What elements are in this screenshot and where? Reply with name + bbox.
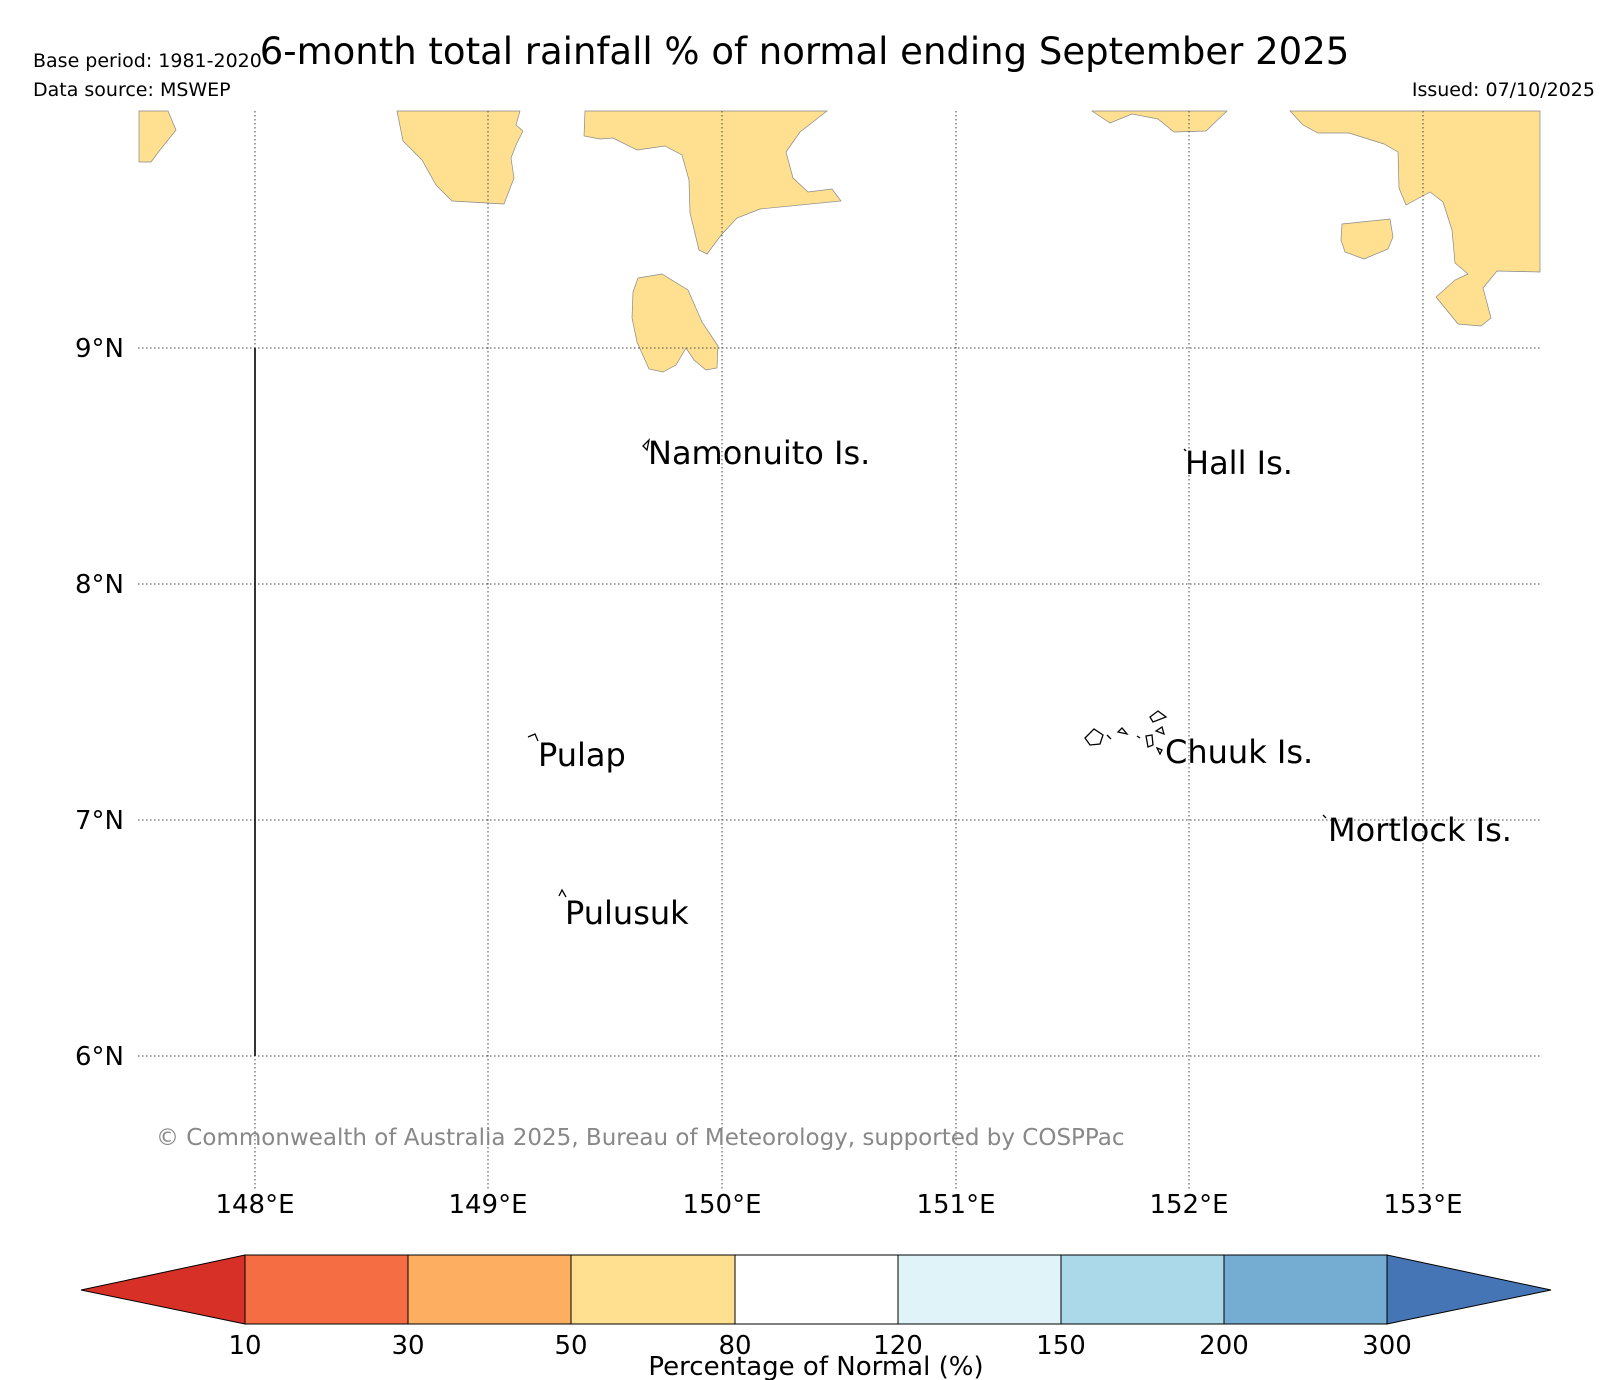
latitude-labels: 9°N 8°N 7°N 6°N — [75, 334, 124, 1072]
colorbar-tick-label: 30 — [391, 1331, 424, 1361]
lon-label: 150°E — [682, 1190, 761, 1220]
place-label-namonuito: Namonuito Is. — [648, 434, 870, 472]
colorbar-segment-30-50 — [407, 1254, 572, 1325]
place-label-pulusuk: Pulusuk — [565, 894, 689, 932]
copyright-text: © Commonwealth of Australia 2025, Bureau… — [156, 1125, 1125, 1151]
pulap-island-outline — [527, 733, 539, 742]
colorbar — [80, 1254, 1552, 1325]
lon-label: 153°E — [1383, 1190, 1462, 1220]
colorbar-segment-10-30 — [244, 1254, 409, 1325]
island-outlines — [527, 438, 1327, 898]
land-area — [1090, 110, 1228, 133]
land-area — [1340, 218, 1394, 260]
land-area — [138, 110, 177, 163]
chuuk-island-outline — [1136, 735, 1141, 739]
chuuk-island-outline — [1145, 734, 1154, 748]
place-label-hall: Hall Is. — [1185, 444, 1293, 482]
chuuk-island-outline — [1149, 710, 1168, 723]
land-area — [1289, 110, 1541, 327]
pulusuk-island-outline — [558, 888, 567, 898]
colorbar-tick-label: 10 — [228, 1331, 261, 1361]
chuuk-island-outline — [1154, 725, 1165, 736]
rainfall-shading — [138, 110, 1541, 373]
colorbar-segment-120-150 — [897, 1254, 1062, 1325]
chuuk-island-outline — [1155, 746, 1163, 756]
lon-label: 151°E — [916, 1190, 995, 1220]
lon-label: 149°E — [448, 1190, 527, 1220]
lon-label: 148°E — [215, 1190, 294, 1220]
issued-date-text: Issued: 07/10/2025 — [1411, 79, 1595, 101]
namonuito-island-outline — [642, 438, 651, 452]
colorbar-segment-150-200 — [1060, 1254, 1225, 1325]
chuuk-island-outline — [1116, 727, 1129, 736]
lat-label: 9°N — [75, 334, 124, 364]
lat-label: 6°N — [75, 1042, 124, 1072]
place-label-mortlock: Mortlock Is. — [1328, 811, 1512, 849]
place-labels: Namonuito Is. Hall Is. Pulap Chuuk Is. M… — [538, 434, 1512, 932]
colorbar-tick-label: 200 — [1199, 1331, 1249, 1361]
lon-label: 152°E — [1149, 1190, 1228, 1220]
place-label-pulap: Pulap — [538, 736, 626, 774]
colorbar-segment-lt10 — [80, 1254, 246, 1325]
lat-label: 7°N — [75, 806, 124, 836]
base-period-text: Base period: 1981-2020 — [33, 50, 262, 72]
colorbar-segment-50-80 — [570, 1254, 736, 1325]
colorbar-segment-gt300 — [1386, 1254, 1552, 1325]
colorbar-ticks: 10 30 50 80 120 150 200 300 — [228, 1331, 1411, 1361]
colorbar-segment-200-300 — [1223, 1254, 1388, 1325]
chuuk-island-outline — [1106, 734, 1112, 740]
land-area — [631, 273, 719, 373]
graticule — [138, 111, 1540, 1189]
longitude-labels: 148°E 149°E 150°E 151°E 152°E 153°E — [215, 1190, 1462, 1220]
mortlock-island-outline — [1322, 814, 1327, 819]
land-area — [583, 110, 842, 255]
colorbar-label: Percentage of Normal (%) — [648, 1352, 983, 1380]
chuuk-island-outline — [1084, 728, 1104, 746]
colorbar-tick-label: 150 — [1036, 1331, 1086, 1361]
colorbar-tick-label: 50 — [554, 1331, 587, 1361]
colorbar-segment-80-120 — [734, 1254, 899, 1325]
lat-label: 8°N — [75, 570, 124, 600]
map-title: 6-month total rainfall % of normal endin… — [259, 30, 1350, 73]
colorbar-tick-label: 120 — [873, 1331, 923, 1361]
place-label-chuuk: Chuuk Is. — [1165, 733, 1313, 771]
hall-island-outline — [1183, 448, 1187, 452]
colorbar-tick-label: 300 — [1362, 1331, 1412, 1361]
data-source-text: Data source: MSWEP — [33, 79, 231, 101]
land-area — [396, 110, 524, 205]
colorbar-tick-label: 80 — [718, 1331, 751, 1361]
